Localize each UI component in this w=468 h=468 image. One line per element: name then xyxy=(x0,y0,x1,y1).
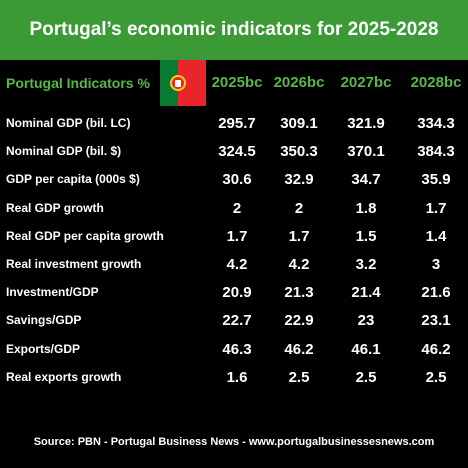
table-cell: 1.7 xyxy=(425,199,447,217)
table-cell: 321.9 xyxy=(347,115,385,132)
table-cell: 21.4 xyxy=(351,284,381,302)
row-label: Nominal GDP (bil. $) xyxy=(6,144,122,159)
table-cell: 2 xyxy=(232,199,242,217)
row-label: GDP per capita (000s $) xyxy=(6,172,140,187)
table-header: Portugal Indicators % xyxy=(0,60,468,110)
column-header-2025bc: 2025bc xyxy=(211,74,263,91)
table-cell: 2 xyxy=(294,199,304,217)
table-cell: 1.8 xyxy=(355,199,377,217)
column-header-2026bc: 2026bc xyxy=(273,74,325,91)
table-cell: 324.5 xyxy=(218,143,256,161)
table-cell: 46.3 xyxy=(222,340,252,358)
table-cell: 1.5 xyxy=(355,227,377,245)
table-cell: 350.3 xyxy=(280,143,318,161)
table-cell: 295.7 xyxy=(218,115,256,132)
row-label: Real GDP growth xyxy=(6,200,104,215)
table-cell: 1.4 xyxy=(425,227,447,245)
row-label: Nominal GDP (bil. LC) xyxy=(6,116,131,130)
table-cell: 46.2 xyxy=(284,340,314,358)
table-cell: 2.5 xyxy=(355,368,377,386)
table-cell: 22.9 xyxy=(284,312,314,330)
table-cell: 21.3 xyxy=(284,284,314,302)
row-label: Real investment growth xyxy=(6,257,142,271)
row-label: Exports/GDP xyxy=(6,341,81,356)
table-cell: 22.7 xyxy=(222,312,252,330)
row-label: Real GDP per capita growth xyxy=(6,228,164,243)
row-label: Investment/GDP xyxy=(6,285,99,300)
table-cell: 1.6 xyxy=(226,368,248,386)
table-cell: 30.6 xyxy=(222,171,252,189)
header-label: Portugal Indicators % xyxy=(6,75,150,91)
chart-title: Portugal’s economic indicators for 2025-… xyxy=(29,19,439,40)
table-cell: 2.5 xyxy=(288,368,310,386)
table-cell: 2.5 xyxy=(425,368,447,386)
table-cell: 46.1 xyxy=(351,340,381,358)
row-label: Savings/GDP xyxy=(6,313,82,328)
table-cell: 4.2 xyxy=(288,256,310,273)
table-cell: 21.6 xyxy=(421,284,451,302)
title-bar: Portugal’s economic indicators for 2025-… xyxy=(0,0,468,60)
table-cell: 309.1 xyxy=(280,115,318,132)
table-cell: 4.2 xyxy=(226,256,248,273)
table-cell: 23.1 xyxy=(421,312,451,330)
row-label: Real exports growth xyxy=(6,369,122,384)
table-cell: 334.3 xyxy=(417,115,455,132)
table-cell: 1.7 xyxy=(226,227,248,245)
column-header-2027bc: 2027bc xyxy=(340,74,392,91)
portugal-flag-icon xyxy=(160,60,206,106)
source-note: Source: PBN - Portugal Business News - w… xyxy=(33,436,435,448)
table-cell: 34.7 xyxy=(351,171,381,189)
table-cell: 46.2 xyxy=(421,340,451,358)
column-header-2028bc: 2028bc xyxy=(410,74,462,91)
table-cell: 35.9 xyxy=(421,171,451,189)
table-cell: 20.9 xyxy=(222,284,252,302)
table-cell: 384.3 xyxy=(417,143,455,161)
table-cell: 3.2 xyxy=(355,256,377,273)
table-cell: 370.1 xyxy=(347,143,385,161)
table-cell: 3 xyxy=(431,256,441,273)
table-cell: 23 xyxy=(357,312,375,330)
table-cell: 1.7 xyxy=(288,227,310,245)
table-cell: 32.9 xyxy=(284,171,314,189)
